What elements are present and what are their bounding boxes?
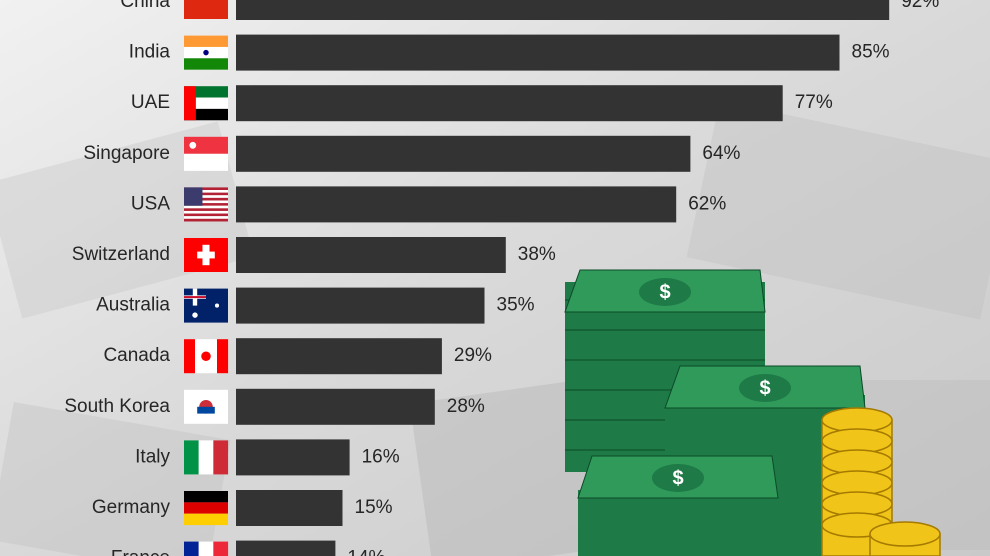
category-label: USA: [131, 193, 170, 214]
flag-icon: [184, 491, 228, 526]
value-label: 77%: [795, 92, 833, 113]
category-label: Canada: [103, 345, 170, 366]
flag-part: [184, 208, 228, 212]
category-label: Germany: [92, 497, 171, 518]
flag-part: [184, 153, 228, 171]
value-label: 64%: [702, 143, 740, 164]
bar: [236, 85, 783, 122]
value-label: 35%: [497, 295, 535, 316]
category-label: UAE: [131, 92, 170, 113]
flag-part: [189, 141, 197, 149]
flag-icon: [184, 541, 229, 556]
bar: [236, 540, 336, 556]
flag-part: [184, 288, 228, 323]
value-label: 14%: [347, 548, 385, 556]
flag-part: [184, 440, 199, 475]
flag-part: [184, 205, 228, 209]
flag-part: [184, 502, 228, 514]
value-label: 16%: [362, 446, 400, 467]
category-label: Switzerland: [72, 244, 170, 265]
plot-area: China 92% India 85% UAE 77% Singapore 64% USA 62%…: [64, 0, 939, 556]
flag-part: [184, 216, 228, 219]
flag-part: [184, 86, 228, 98]
bar: [236, 490, 343, 526]
flag-part: [197, 251, 215, 259]
category-label: India: [129, 42, 171, 63]
flag-part: [198, 440, 214, 475]
flag-part: [184, 58, 228, 70]
money-illustration: $ $ $: [564, 269, 941, 556]
flag-icon: [184, 187, 228, 222]
svg-text:$: $: [759, 377, 770, 399]
bar: [236, 186, 677, 223]
flag-icon: [184, 86, 228, 121]
bar: [236, 287, 485, 324]
svg-text:$: $: [659, 281, 670, 303]
flag-part: [184, 35, 228, 48]
flag-part: [184, 197, 228, 201]
value-label: 28%: [447, 396, 485, 417]
flag-part: [206, 339, 218, 374]
value-label: 92%: [901, 0, 939, 12]
flag-icon: [184, 288, 228, 323]
flag-part: [192, 312, 198, 318]
bar: [236, 0, 890, 20]
flag-part: [184, 339, 196, 374]
bar: [236, 338, 442, 375]
flag-part: [184, 108, 228, 121]
flag-icon: [184, 0, 228, 19]
flag-part: [184, 541, 199, 556]
flag-part: [184, 195, 228, 198]
flag-part: [197, 406, 215, 414]
flag-part: [184, 213, 228, 217]
flag-icon: [184, 136, 228, 171]
svg-text:$: $: [672, 467, 683, 489]
value-label: 38%: [518, 244, 556, 265]
flag-part: [184, 203, 228, 206]
flag-part: [201, 351, 211, 361]
flag-icon: [184, 339, 229, 374]
category-label: China: [120, 0, 170, 12]
flag-part: [184, 86, 196, 121]
flag-part: [184, 97, 228, 109]
category-label: South Korea: [64, 396, 170, 417]
flag-part: [184, 200, 228, 204]
value-label: 15%: [355, 497, 393, 518]
flag-icon: [184, 238, 228, 272]
flag-part: [184, 513, 228, 526]
category-label: Italy: [135, 446, 170, 467]
flag-part: [184, 190, 228, 193]
category-label: France: [111, 548, 170, 556]
flag-part: [184, 187, 203, 206]
flag-part: [184, 192, 228, 196]
flag-part: [184, 491, 228, 503]
flag-part: [184, 187, 228, 191]
flag-part: [184, 210, 228, 214]
flag-icon: [184, 35, 228, 70]
category-label: Singapore: [83, 143, 170, 164]
flag-part: [217, 339, 229, 374]
bar: [236, 237, 506, 273]
flag-part: [184, 0, 228, 19]
flag-part: [203, 49, 209, 56]
flag-icon: [184, 440, 229, 475]
flag-part: [184, 296, 206, 299]
flag-icon: [184, 389, 228, 424]
flag-part: [184, 136, 228, 154]
flag-part: [195, 339, 207, 374]
flag-part: [213, 541, 229, 556]
bar: [236, 439, 350, 476]
value-label: 62%: [688, 193, 726, 214]
bar: [236, 135, 691, 172]
flag-part: [184, 218, 228, 222]
value-label: 29%: [454, 345, 492, 366]
flag-part: [213, 440, 229, 475]
bar: [236, 388, 435, 425]
flag-part: [198, 541, 214, 556]
value-label: 85%: [852, 42, 890, 63]
category-label: Australia: [96, 295, 170, 316]
bar: [236, 34, 840, 71]
flag-part: [214, 303, 220, 308]
